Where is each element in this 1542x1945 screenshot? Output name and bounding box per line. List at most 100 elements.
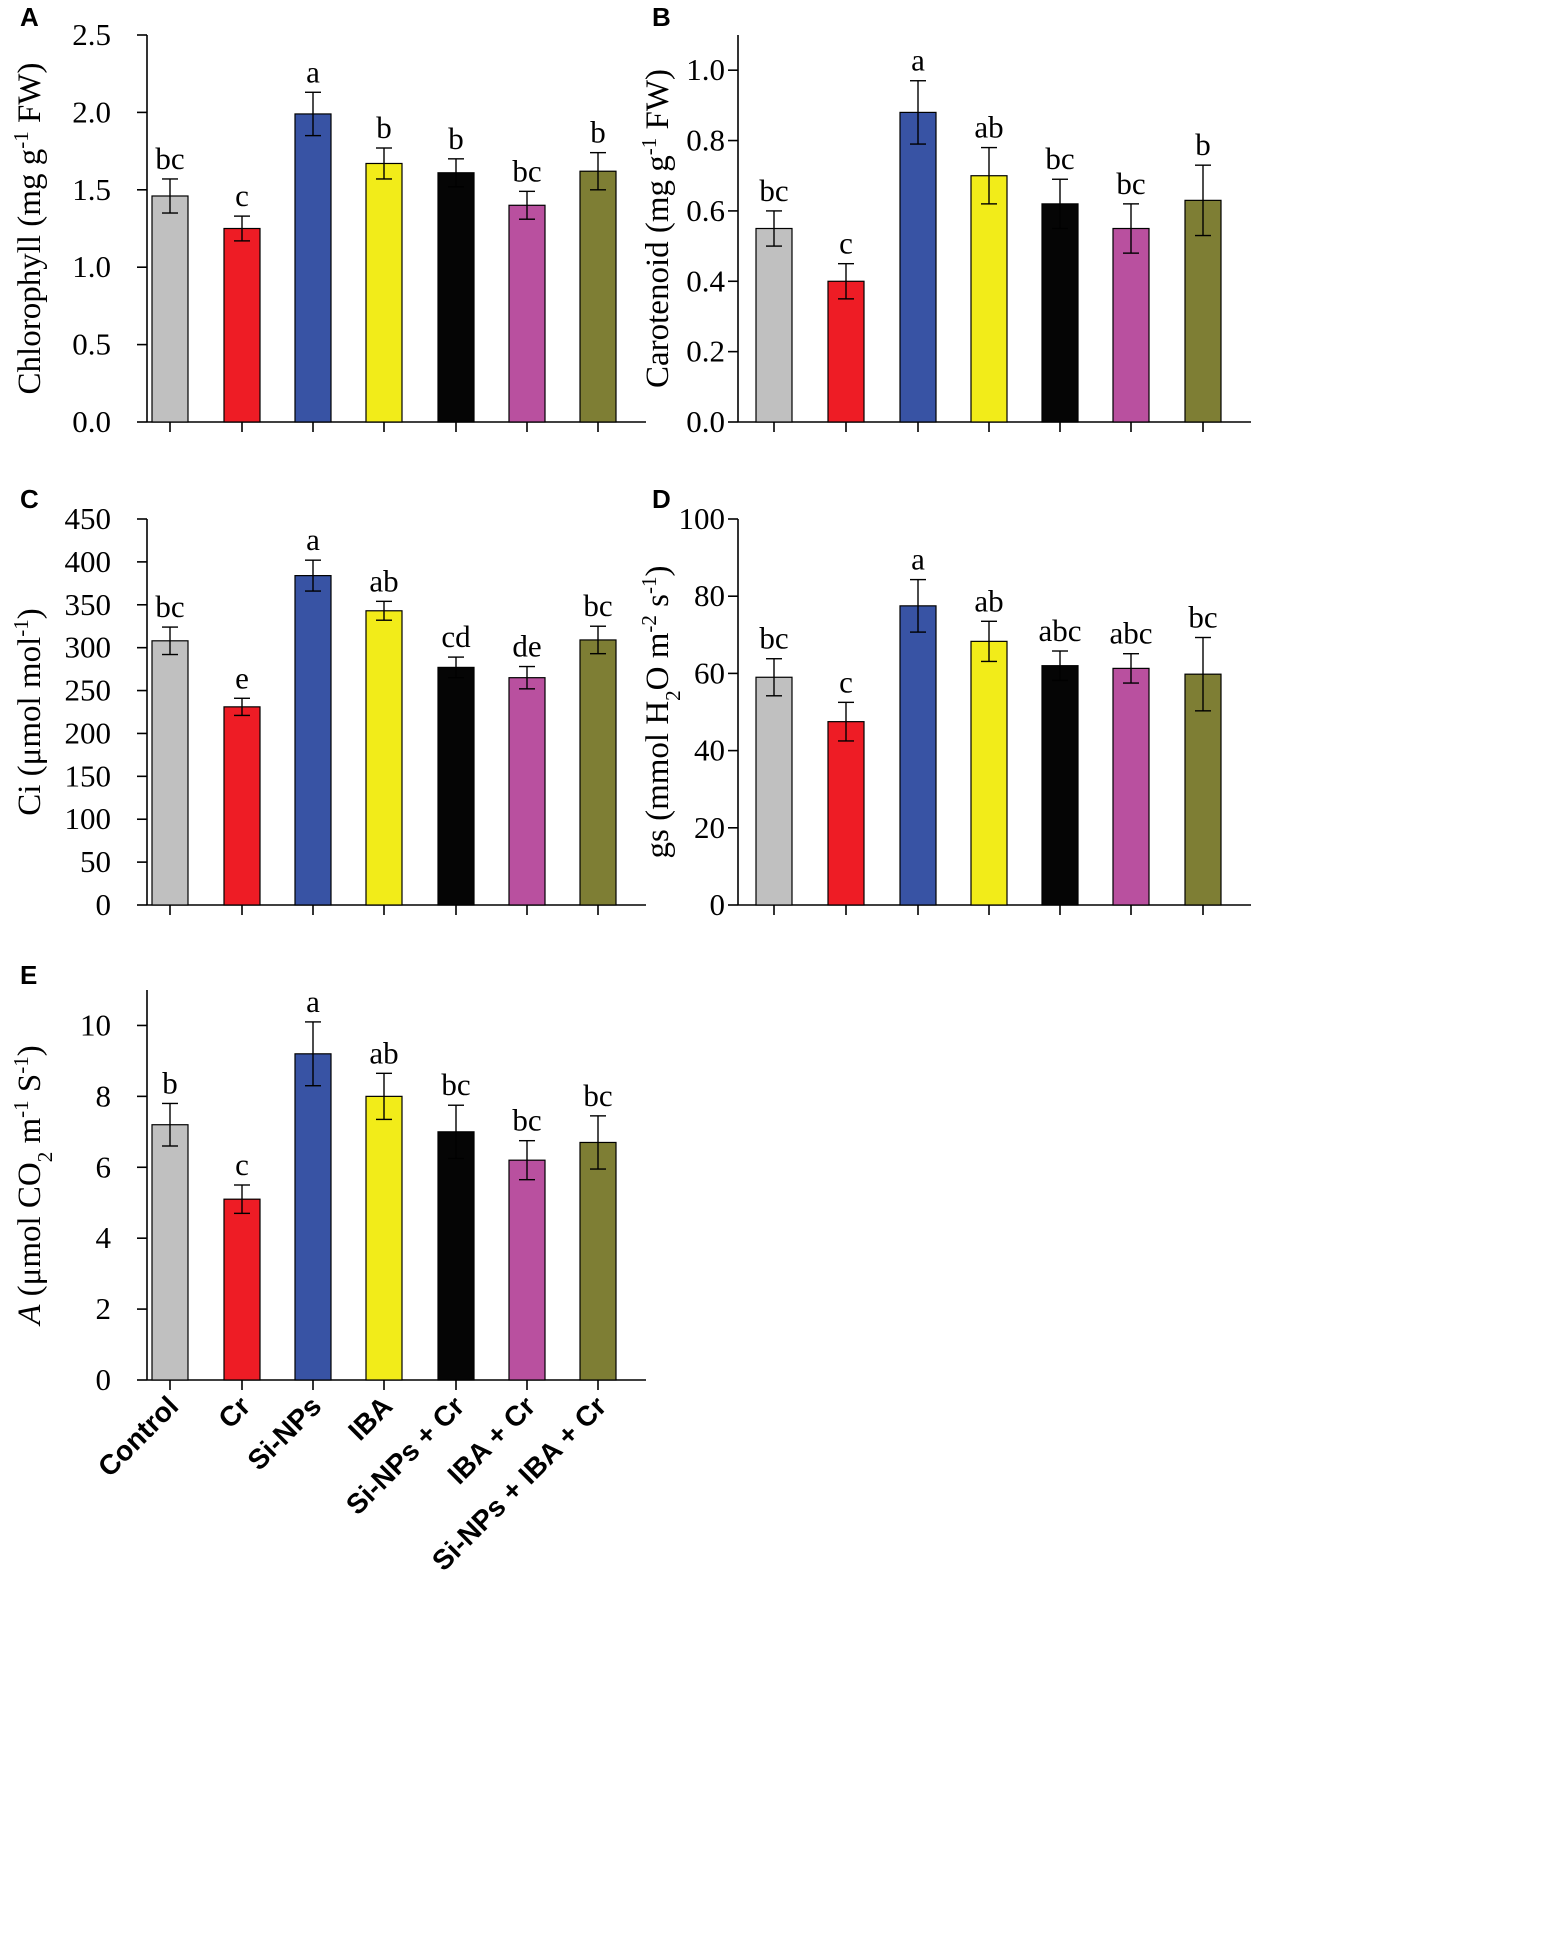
category-label: Cr bbox=[212, 1390, 256, 1434]
significance-letter: a bbox=[911, 43, 925, 78]
y-tick-label: 400 bbox=[65, 544, 112, 579]
y-tick-label: 450 bbox=[65, 501, 112, 536]
significance-letter: bc bbox=[512, 1103, 541, 1138]
y-tick-label: 250 bbox=[65, 673, 112, 708]
y-tick-label: 150 bbox=[65, 758, 112, 793]
y-tick-label: 0 bbox=[96, 1362, 112, 1397]
panel-letter: B bbox=[652, 2, 671, 32]
bar-cr bbox=[827, 280, 865, 423]
significance-letter: bc bbox=[1045, 141, 1074, 176]
y-axis-label-part: gs (mmol H bbox=[640, 701, 676, 859]
significance-letter: a bbox=[306, 522, 320, 557]
significance-letter: b bbox=[448, 121, 464, 156]
y-axis-label-part: FW) bbox=[12, 63, 48, 132]
y-axis-label-part: -1 bbox=[9, 619, 33, 637]
y-axis-label-part: ) bbox=[640, 565, 676, 576]
y-axis-label-part: m bbox=[12, 1117, 48, 1151]
significance-letter: ab bbox=[369, 563, 398, 598]
bar-iba bbox=[365, 1095, 403, 1381]
y-axis-label: A (μmol CO2 m-1 S-1) bbox=[9, 1045, 57, 1327]
panel-a-chlorophyll: A 0.0 0.5 1.0 1.5 2.0 2.5 bc c a b b bc b Chlorophyll … bbox=[9, 2, 646, 439]
y-axis-label-part: Carotenoid (mg g bbox=[640, 155, 676, 388]
y-tick-label: 40 bbox=[694, 733, 725, 768]
y-tick-label: 350 bbox=[65, 587, 112, 622]
y-tick-label: 1.5 bbox=[72, 172, 111, 207]
y-axis-label-part: -1 bbox=[9, 1056, 33, 1074]
panel-letter: E bbox=[20, 960, 37, 990]
panel-letter: D bbox=[652, 484, 671, 514]
y-tick-label: 20 bbox=[694, 810, 725, 845]
y-axis-label-part: -1 bbox=[637, 138, 661, 156]
y-tick-label: 6 bbox=[96, 1149, 112, 1184]
y-axis-label-part: Chlorophyll (mg g bbox=[12, 149, 48, 395]
bar-iba bbox=[365, 162, 403, 423]
y-tick-label: 80 bbox=[694, 578, 725, 613]
bar-si-nps-cr bbox=[437, 1131, 475, 1381]
y-tick-label: 1.0 bbox=[686, 52, 725, 87]
bar-iba-cr bbox=[508, 1159, 546, 1381]
significance-letter: bc bbox=[583, 1078, 612, 1113]
y-tick-label: 60 bbox=[694, 655, 725, 690]
bar-si-nps-cr bbox=[1041, 203, 1079, 423]
bar-iba bbox=[365, 610, 403, 906]
bar-control bbox=[755, 676, 793, 906]
significance-letter: bc bbox=[583, 588, 612, 623]
y-axis-label-part: Ci (μmol mol bbox=[12, 637, 48, 816]
significance-letter: bc bbox=[759, 173, 788, 208]
bar-control bbox=[151, 195, 189, 423]
y-tick-label: 0.0 bbox=[72, 404, 111, 439]
significance-letter: cd bbox=[441, 619, 471, 654]
significance-letter: abc bbox=[1038, 613, 1081, 648]
y-tick-label: 0 bbox=[96, 887, 112, 922]
y-axis-label-part: -1 bbox=[9, 131, 33, 149]
bar-si-nps-cr bbox=[437, 172, 475, 423]
bar-iba-cr bbox=[508, 204, 546, 423]
y-tick-label: 200 bbox=[65, 715, 112, 750]
significance-letter: e bbox=[235, 660, 249, 695]
significance-letter: c bbox=[839, 226, 853, 261]
bar-si-nps-iba-cr bbox=[1184, 673, 1222, 906]
category-label: IBA bbox=[342, 1390, 398, 1446]
significance-letter: c bbox=[235, 1147, 249, 1182]
significance-letter: bc bbox=[1188, 600, 1217, 635]
bar-si-nps bbox=[899, 111, 937, 423]
significance-letter: bc bbox=[759, 621, 788, 656]
significance-letter: bc bbox=[155, 589, 184, 624]
y-axis-label-part: -2 bbox=[637, 615, 661, 633]
y-tick-label: 2 bbox=[96, 1291, 112, 1326]
y-tick-label: 100 bbox=[679, 501, 726, 536]
significance-letter: a bbox=[911, 542, 925, 577]
bar-control bbox=[151, 640, 189, 906]
y-axis-label: Ci (μmol mol-1) bbox=[9, 608, 48, 816]
y-tick-label: 1.0 bbox=[72, 249, 111, 284]
bar-si-nps-iba-cr bbox=[579, 170, 617, 423]
significance-letter: de bbox=[512, 629, 541, 664]
y-axis-label: gs (mmol H2O m-2 s-1) bbox=[637, 565, 685, 858]
y-axis-label: Carotenoid (mg g-1 FW) bbox=[637, 69, 676, 388]
y-axis-label-part: ) bbox=[12, 1045, 48, 1056]
y-tick-label: 0.6 bbox=[686, 193, 725, 228]
y-axis-label-part: FW) bbox=[640, 69, 676, 138]
y-axis-label-part: s bbox=[640, 594, 676, 615]
bar-iba-cr bbox=[508, 677, 546, 906]
y-tick-label: 50 bbox=[80, 844, 111, 879]
y-tick-label: 0.0 bbox=[686, 404, 725, 439]
y-axis-label-part: -1 bbox=[637, 576, 661, 594]
y-tick-label: 0.4 bbox=[686, 263, 725, 298]
y-tick-label: 0 bbox=[710, 887, 726, 922]
y-axis-label-part: -1 bbox=[9, 1100, 33, 1118]
significance-letter: c bbox=[235, 178, 249, 213]
bar-si-nps-iba-cr bbox=[579, 639, 617, 906]
y-tick-label: 0.5 bbox=[72, 327, 111, 362]
bar-si-nps bbox=[294, 113, 332, 423]
bar-cr bbox=[223, 1198, 261, 1381]
bar-iba bbox=[970, 175, 1008, 423]
significance-letter: b bbox=[590, 115, 606, 150]
significance-letter: b bbox=[376, 110, 392, 145]
significance-letter: abc bbox=[1109, 616, 1152, 651]
bar-cr bbox=[827, 721, 865, 906]
significance-letter: b bbox=[162, 1065, 178, 1100]
